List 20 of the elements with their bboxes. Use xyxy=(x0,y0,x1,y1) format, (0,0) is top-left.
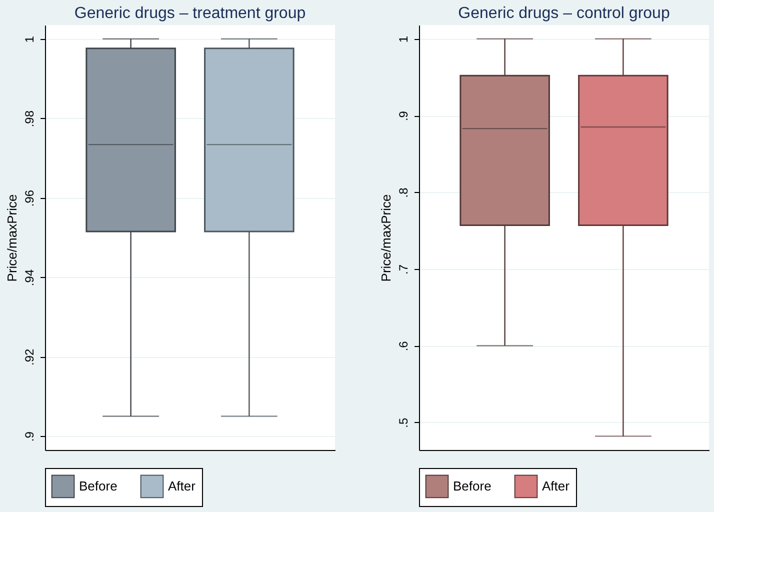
y-tick-label: .6 xyxy=(396,340,410,352)
y-tick-label: .9 xyxy=(396,110,410,122)
y-tick-label: 1 xyxy=(396,36,410,43)
chart-title: Generic drugs – treatment group xyxy=(74,5,306,22)
y-tick-label: .9 xyxy=(22,431,36,442)
y-tick-label: .94 xyxy=(22,269,36,286)
legend-label: After xyxy=(168,478,196,494)
y-tick-label: .92 xyxy=(22,348,36,366)
y-axis-title: Price/maxPrice xyxy=(378,194,394,282)
legend-label: Before xyxy=(453,478,492,494)
y-tick-label: .8 xyxy=(396,187,410,198)
legend-label: After xyxy=(542,478,570,494)
y-tick-label: 1 xyxy=(22,36,36,43)
y-tick-label: .96 xyxy=(22,190,36,207)
legend-label: Before xyxy=(79,478,118,494)
y-tick-label: .98 xyxy=(22,110,36,128)
y-tick-label: .7 xyxy=(396,264,410,274)
y-tick-label: .5 xyxy=(396,418,410,428)
y-axis-title: Price/maxPrice xyxy=(4,194,20,282)
chart-title: Generic drugs – control group xyxy=(458,5,670,22)
